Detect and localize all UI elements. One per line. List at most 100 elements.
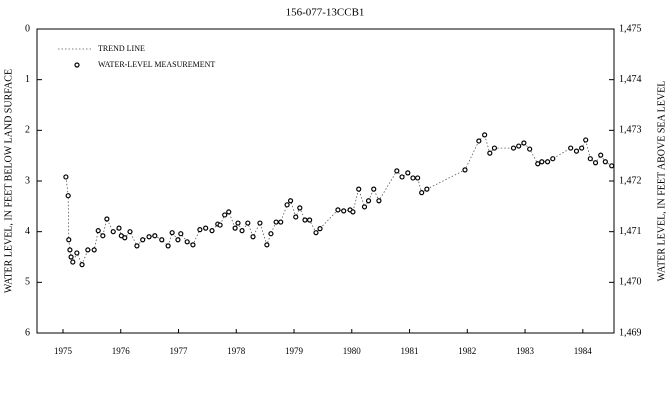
measurement-point (317, 226, 323, 232)
y2-axis-label: WATER LEVEL, IN FEET ABOVE SEA LEVEL (656, 81, 667, 282)
measurement-point (462, 167, 468, 173)
measurement-point (134, 243, 140, 249)
measurement-point (535, 161, 541, 167)
measurement-point (419, 190, 425, 196)
measurement-point (68, 254, 74, 260)
measurement-point (592, 160, 599, 166)
x-tick-label: 1978 (227, 346, 246, 356)
x-tick-label: 1983 (516, 346, 535, 356)
measurement-point (104, 216, 110, 222)
plot-frame (36, 28, 615, 334)
measurement-point (273, 219, 279, 225)
measurement-point (74, 250, 80, 256)
x-tick-label: 1981 (401, 346, 419, 356)
measurement-point (568, 145, 574, 151)
measurement-point (250, 234, 256, 240)
measurement-point (116, 225, 122, 231)
measurement-point (491, 145, 498, 151)
measurement-point (217, 222, 223, 228)
measurement-point (245, 220, 251, 226)
measurement-point (405, 170, 411, 176)
measurement-point (257, 220, 263, 226)
measurement-point (209, 228, 215, 234)
measurement-point (313, 230, 319, 236)
x-tick-label: 1980 (343, 346, 362, 356)
measurement-point (178, 231, 184, 237)
x-tick-label: 1975 (54, 346, 73, 356)
y2-tick-label: 1,471 (619, 226, 642, 237)
y-tick-label: 2 (25, 125, 30, 136)
measurement-point (287, 198, 294, 204)
measurement-point (350, 209, 356, 215)
measurement-point (307, 217, 313, 223)
measurement-point (122, 235, 128, 241)
measurement-point (70, 259, 76, 265)
y-tick-label: 4 (25, 226, 30, 237)
y2-tick-label: 1,472 (619, 175, 642, 186)
measurement-point (85, 247, 91, 253)
measurement-point (127, 229, 133, 235)
measurement-point (184, 239, 190, 245)
measurement-point (371, 186, 377, 192)
measurement-point (264, 242, 270, 248)
measurement-point (510, 145, 517, 151)
y-tick-label: 6 (25, 327, 30, 338)
legend-label: TREND LINE (98, 44, 145, 53)
x-tick-label: 1984 (574, 346, 593, 356)
measurement-point (609, 163, 615, 169)
measurement-point (95, 228, 101, 234)
measurement-point (169, 230, 175, 236)
measurement-point (268, 231, 274, 237)
measurement-point (197, 227, 203, 233)
measurement-point (222, 212, 228, 218)
measurement-point (284, 202, 290, 208)
measurement-point (335, 207, 341, 213)
legend-swatch-point (74, 62, 80, 68)
measurement-point (544, 159, 551, 165)
measurement-point (146, 234, 152, 240)
measurement-point (579, 145, 585, 151)
measurement-point (602, 159, 608, 165)
measurement-point (79, 262, 85, 268)
measurement-point (376, 198, 382, 204)
measurement-point (583, 137, 589, 143)
measurement-point (550, 156, 556, 162)
measurement-point (165, 243, 171, 249)
measurement-point (573, 148, 580, 154)
measurement-point (341, 208, 347, 214)
y-axis-label: WATER LEVEL, IN FEET BELOW LAND SURFACE (3, 69, 14, 293)
measurement-point (516, 143, 522, 149)
measurement-point (140, 237, 146, 243)
measurement-point (152, 233, 158, 239)
measurement-point (415, 175, 421, 181)
measurement-point (100, 233, 106, 239)
chart-title: 156-077-13CCB1 (286, 7, 365, 19)
x-tick-label: 1977 (170, 346, 189, 356)
measurement-point (521, 140, 527, 146)
measurement-point (539, 159, 545, 165)
measurement-point (487, 150, 493, 156)
measurement-point (190, 242, 196, 248)
x-tick-label: 1982 (458, 346, 476, 356)
measurement-point (410, 175, 416, 181)
measurement-point (239, 228, 245, 234)
measurement-point (232, 225, 238, 231)
measurement-point (297, 205, 303, 211)
measurement-point (203, 225, 209, 231)
measurement-point (91, 247, 97, 253)
measurement-point (527, 146, 533, 152)
y2-tick-label: 1,469 (619, 327, 642, 338)
trend-line (65, 134, 612, 266)
measurement-point (65, 193, 71, 199)
measurement-point (226, 209, 232, 215)
measurement-point (175, 237, 181, 243)
measurement-point (365, 198, 372, 204)
y2-tick-label: 1,474 (619, 74, 642, 85)
measurement-point (159, 237, 165, 243)
measurement-point (235, 220, 241, 226)
x-tick-label: 1979 (285, 346, 304, 356)
legend-label: WATER-LEVEL MEASUREMENT (98, 60, 215, 69)
y-tick-label: 3 (25, 175, 30, 186)
y-tick-label: 0 (25, 23, 30, 34)
